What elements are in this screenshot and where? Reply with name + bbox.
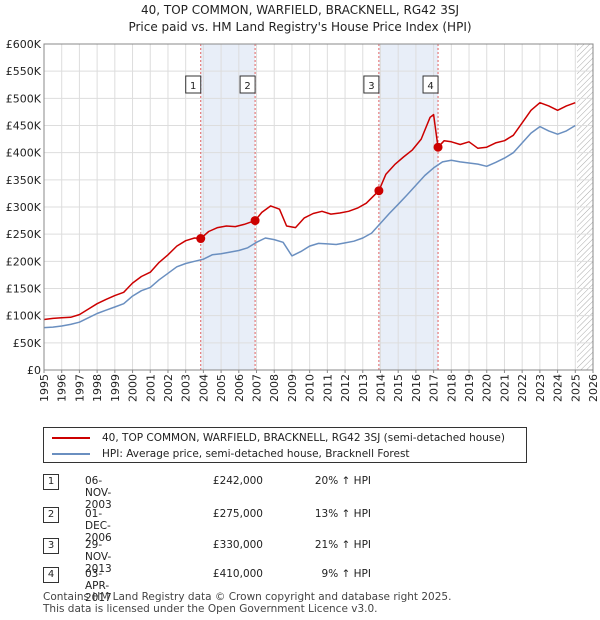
x-tick-label: 2021 <box>498 374 511 402</box>
legend-item-hpi: HPI: Average price, semi-detached house,… <box>52 447 410 461</box>
x-tick-label: 2024 <box>552 374 565 402</box>
sale-label-box <box>422 75 439 94</box>
sale-label-text: 2 <box>244 81 250 92</box>
x-tick-label: 2018 <box>445 374 458 402</box>
sale-hpi-change: 13% ↑ HPI <box>314 508 371 520</box>
sale-point <box>374 186 384 196</box>
sale-label-box <box>185 75 202 94</box>
sale-label-text: 4 <box>427 81 433 92</box>
y-tick-label: £0 <box>27 364 41 377</box>
x-tick-label: 1995 <box>38 374 51 402</box>
y-tick-label: £300K <box>6 201 42 214</box>
sale-point <box>433 142 443 152</box>
y-tick-label: £350K <box>6 174 42 187</box>
x-tick-label: 2025 <box>569 374 582 402</box>
x-tick-label: 2003 <box>180 374 193 402</box>
sale-number-badge: 4 <box>43 567 59 583</box>
legend-swatch-property <box>52 437 90 439</box>
x-tick-label: 1996 <box>56 374 69 402</box>
x-tick-label: 2015 <box>392 374 405 402</box>
legend-swatch-hpi <box>52 453 90 455</box>
sale-label-box <box>363 75 380 94</box>
legend-label-hpi: HPI: Average price, semi-detached house,… <box>102 448 410 460</box>
y-tick-label: £550K <box>6 65 42 78</box>
legend-item-property: 40, TOP COMMON, WARFIELD, BRACKNELL, RG4… <box>52 431 505 445</box>
footer-copyright: Contains HM Land Registry data © Crown c… <box>43 591 452 603</box>
x-tick-label: 2001 <box>144 374 157 402</box>
y-tick-label: £400K <box>6 147 42 160</box>
hpi-line <box>44 124 576 329</box>
legend-label-property: 40, TOP COMMON, WARFIELD, BRACKNELL, RG4… <box>102 432 505 444</box>
sale-label-text: 3 <box>368 81 374 92</box>
y-tick-label: £250K <box>6 228 42 241</box>
sale-date: 03-APR-2017 <box>85 568 112 604</box>
x-tick-label: 2026 <box>587 374 600 402</box>
sale-label-box <box>239 75 256 94</box>
x-tick-label: 2013 <box>357 374 370 402</box>
y-tick-label: £600K <box>6 38 42 51</box>
sale-price: £275,000 <box>212 508 263 520</box>
x-tick-label: 2004 <box>197 374 210 402</box>
sale-label-text: 1 <box>190 81 196 92</box>
sale-hpi-change: 20% ↑ HPI <box>314 475 371 487</box>
x-tick-label: 2016 <box>410 374 423 402</box>
x-tick-label: 2006 <box>233 374 246 402</box>
price-chart: 1 2 3 4 £0 £50K £100K £150K £200K £250K £300K £350K… <box>6 38 600 402</box>
x-tick-label: 1998 <box>91 374 104 402</box>
x-tick-label: 2022 <box>516 374 529 402</box>
x-tick-label: 2012 <box>339 374 352 402</box>
sale-price: £330,000 <box>212 539 263 551</box>
y-tick-label: £500K <box>6 92 42 105</box>
sale-price: £242,000 <box>212 475 263 487</box>
sale-number-badge: 1 <box>43 474 59 490</box>
x-tick-label: 2005 <box>215 374 228 402</box>
x-tick-label: 2010 <box>304 374 317 402</box>
x-tick-label: 2000 <box>127 374 140 402</box>
sale-number-badge: 3 <box>43 538 59 554</box>
x-tick-label: 2023 <box>534 374 547 402</box>
sale-point <box>250 216 260 226</box>
sale-date: 01-DEC-2006 <box>85 508 112 544</box>
x-tick-label: 2007 <box>251 374 264 402</box>
plot-frame <box>43 43 594 371</box>
x-tick-label: 2017 <box>428 374 441 402</box>
chart-legend: 40, TOP COMMON, WARFIELD, BRACKNELL, RG4… <box>43 427 527 463</box>
x-tick-label: 2014 <box>374 374 387 402</box>
x-tick-label: 2019 <box>463 374 476 402</box>
x-tick-label: 1997 <box>73 374 86 402</box>
chart-title-line2: Price paid vs. HM Land Registry's House … <box>128 20 472 34</box>
chart-title-line1: 40, TOP COMMON, WARFIELD, BRACKNELL, RG4… <box>140 3 460 17</box>
x-tick-label: 2002 <box>162 374 175 402</box>
x-tick-label: 2020 <box>481 374 494 402</box>
sale-number-badge: 2 <box>43 507 59 523</box>
x-tick-label: 2011 <box>321 374 334 402</box>
sale-point <box>196 234 206 244</box>
sale-hpi-change: 21% ↑ HPI <box>314 539 371 551</box>
y-tick-label: £100K <box>6 310 42 323</box>
sale-date: 29-NOV-2013 <box>85 539 112 575</box>
y-tick-label: £50K <box>13 337 42 350</box>
y-tick-label: £200K <box>6 255 42 268</box>
x-tick-label: 2009 <box>286 374 299 402</box>
y-tick-label: £150K <box>6 283 42 296</box>
x-tick-label: 1999 <box>109 374 122 402</box>
footer-licence: This data is licensed under the Open Gov… <box>43 603 378 615</box>
sale-hpi-change: 9% ↑ HPI <box>321 568 371 580</box>
sale-date: 06-NOV-2003 <box>85 475 112 511</box>
property-price-line <box>44 101 576 321</box>
sale-price: £410,000 <box>212 568 263 580</box>
y-tick-label: £450K <box>6 120 42 133</box>
x-tick-label: 2008 <box>268 374 281 402</box>
